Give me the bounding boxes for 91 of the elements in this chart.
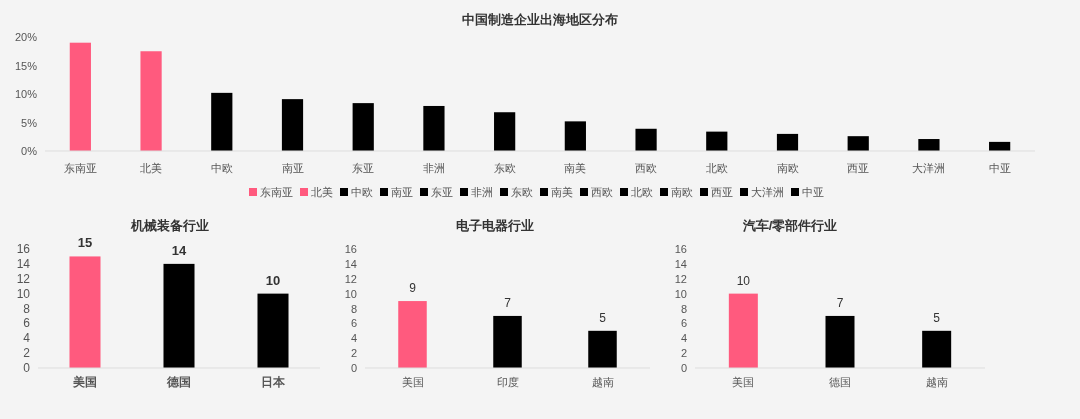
legend-label: 西欧 bbox=[591, 186, 613, 198]
y-tick-label: 6 bbox=[350, 317, 357, 330]
x-tick-label: 西亚 bbox=[847, 162, 870, 174]
x-tick-label: 日本 bbox=[261, 375, 286, 389]
chart-title: 汽车/零部件行业 bbox=[741, 218, 838, 233]
y-tick-label: 14 bbox=[344, 257, 357, 270]
bar bbox=[922, 330, 952, 368]
y-tick-label: 6 bbox=[680, 317, 687, 330]
x-tick-label: 美国 bbox=[401, 376, 424, 388]
data-label: 7 bbox=[836, 295, 844, 310]
x-tick-label: 中亚 bbox=[988, 162, 1011, 174]
legend-label: 东欧 bbox=[511, 186, 533, 198]
x-tick-label: 西欧 bbox=[635, 162, 658, 174]
x-tick-label: 东亚 bbox=[352, 162, 375, 174]
y-tick-label: 20% bbox=[14, 31, 38, 43]
legend-label: 东南亚 bbox=[260, 186, 293, 198]
legend-label: 中欧 bbox=[351, 186, 373, 198]
y-tick-label: 12 bbox=[674, 272, 687, 285]
legend-label: 大洋洲 bbox=[751, 186, 784, 198]
x-tick-label: 北美 bbox=[140, 162, 163, 174]
y-tick-label: 2 bbox=[350, 347, 357, 360]
y-tick-label: 12 bbox=[344, 272, 357, 285]
y-tick-label: 0% bbox=[21, 145, 38, 157]
legend-label: 北美 bbox=[311, 186, 333, 198]
legend-label: 东亚 bbox=[431, 186, 453, 198]
y-tick-label: 16 bbox=[674, 243, 687, 255]
y-tick-label: 10 bbox=[344, 287, 357, 300]
data-label: 10 bbox=[265, 272, 281, 288]
x-tick-label: 南美 bbox=[564, 162, 587, 174]
y-tick-label: 4 bbox=[23, 331, 31, 346]
y-tick-label: 14 bbox=[674, 257, 687, 270]
x-tick-label: 印度 bbox=[496, 376, 519, 388]
y-tick-label: 10% bbox=[14, 88, 38, 100]
bar bbox=[69, 256, 101, 368]
x-tick-label: 美国 bbox=[732, 376, 755, 388]
y-tick-label: 4 bbox=[350, 332, 357, 345]
y-tick-label: 4 bbox=[680, 332, 687, 345]
data-label: 14 bbox=[171, 242, 187, 258]
chart-title: 中国制造企业出海地区分布 bbox=[462, 12, 618, 27]
bar bbox=[398, 301, 427, 368]
x-tick-label: 南亚 bbox=[281, 162, 304, 174]
y-tick-label: 8 bbox=[350, 302, 357, 315]
legend-label: 非洲 bbox=[471, 186, 493, 198]
data-label: 7 bbox=[504, 295, 512, 310]
chart-title: 机械装备行业 bbox=[130, 218, 209, 233]
x-tick-label: 非洲 bbox=[422, 162, 445, 174]
y-tick-label: 10 bbox=[16, 286, 31, 301]
y-tick-label: 10 bbox=[674, 287, 687, 300]
y-tick-label: 2 bbox=[23, 346, 31, 361]
x-tick-label: 中欧 bbox=[210, 162, 233, 174]
y-tick-label: 0 bbox=[680, 362, 687, 374]
y-tick-label: 0 bbox=[350, 362, 357, 374]
data-label: 9 bbox=[409, 281, 417, 296]
y-tick-label: 12 bbox=[16, 271, 31, 286]
y-tick-label: 8 bbox=[23, 301, 31, 316]
bar bbox=[493, 315, 522, 368]
bar bbox=[163, 263, 195, 368]
y-tick-label: 6 bbox=[23, 316, 31, 331]
bar bbox=[728, 293, 758, 368]
data-label: 5 bbox=[599, 310, 607, 325]
data-label: 5 bbox=[933, 310, 941, 325]
x-tick-label: 北欧 bbox=[705, 162, 728, 174]
x-tick-label: 东欧 bbox=[493, 162, 516, 174]
x-tick-label: 德国 bbox=[829, 376, 851, 388]
legend-label: 西亚 bbox=[711, 186, 733, 198]
x-tick-label: 南欧 bbox=[776, 162, 799, 174]
y-tick-label: 2 bbox=[680, 347, 687, 360]
bar bbox=[257, 293, 289, 368]
legend-label: 南亚 bbox=[391, 186, 413, 198]
legend-label: 南欧 bbox=[671, 186, 693, 198]
y-tick-label: 8 bbox=[680, 302, 687, 315]
x-tick-label: 大洋洲 bbox=[912, 162, 946, 174]
y-tick-label: 15% bbox=[14, 59, 38, 72]
y-tick-label: 16 bbox=[16, 242, 31, 256]
chart-title: 电子电器行业 bbox=[456, 218, 534, 233]
data-label: 15 bbox=[77, 235, 93, 251]
legend-label: 南美 bbox=[551, 186, 573, 198]
y-tick-label: 16 bbox=[344, 243, 357, 255]
y-tick-label: 5% bbox=[21, 116, 38, 129]
x-tick-label: 东南亚 bbox=[63, 162, 97, 174]
bar bbox=[825, 315, 855, 368]
y-tick-label: 0 bbox=[23, 361, 31, 375]
x-tick-label: 美国 bbox=[72, 375, 97, 389]
x-tick-label: 德国 bbox=[166, 375, 191, 389]
y-tick-label: 14 bbox=[16, 256, 31, 271]
data-label: 10 bbox=[736, 273, 751, 288]
legend-label: 中亚 bbox=[802, 186, 824, 198]
x-tick-label: 越南 bbox=[925, 376, 948, 388]
bar bbox=[588, 330, 617, 368]
legend-label: 北欧 bbox=[631, 186, 653, 198]
x-tick-label: 越南 bbox=[591, 376, 614, 388]
